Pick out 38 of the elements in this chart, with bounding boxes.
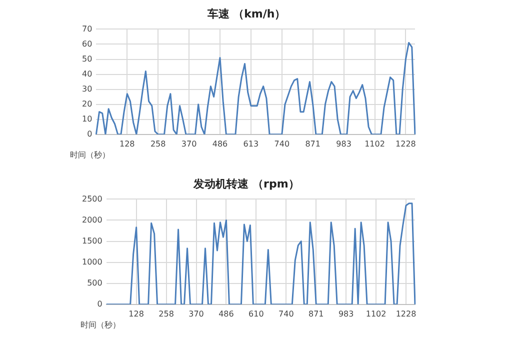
x-tick-label: 613 [243,139,259,148]
x-tick-label: 983 [336,139,352,148]
x-tick-label: 871 [305,139,320,148]
x-tick-label: 258 [150,139,166,148]
y-tick-label: 2500 [82,194,102,204]
y-tick-label: 10 [82,114,92,124]
x-tick-label: 370 [181,139,197,148]
x-tick-label: 486 [218,309,234,318]
chart-title: 发动机转速 （rpm） [192,177,300,190]
y-tick-label: 70 [82,24,92,34]
x-tick-label: 1102 [364,139,385,148]
y-tick-label: 60 [82,39,92,48]
chart-title: 车速 （km/h） [206,7,286,20]
y-tick-label: 1500 [82,236,102,246]
y-tick-label: 40 [82,69,92,78]
y-tick-label: 50 [82,54,92,64]
x-tick-label: 610 [248,309,264,318]
x-tick-label: 128 [128,309,144,318]
x-tick-label: 871 [308,309,324,318]
x-axis-title: 时间（秒） [80,320,120,330]
x-tick-label: 740 [274,139,290,148]
x-axis-title: 时间（秒） [70,150,110,160]
x-tick-label: 370 [188,309,204,318]
x-tick-label: 128 [119,139,135,148]
y-tick-label: 0 [97,299,102,308]
y-tick-label: 1000 [82,257,102,266]
y-tick-label: 0 [87,129,92,138]
y-tick-label: 20 [82,99,92,108]
y-tick-label: 30 [82,84,92,94]
y-tick-label: 2000 [82,215,102,224]
x-tick-label: 1228 [396,309,416,318]
x-tick-label: 258 [158,309,174,318]
x-tick-label: 983 [338,309,354,318]
x-tick-label: 1228 [396,139,416,148]
y-tick-label: 500 [87,278,102,288]
x-tick-label: 740 [278,309,294,318]
x-tick-label: 486 [212,139,228,148]
x-tick-label: 1102 [366,309,386,318]
